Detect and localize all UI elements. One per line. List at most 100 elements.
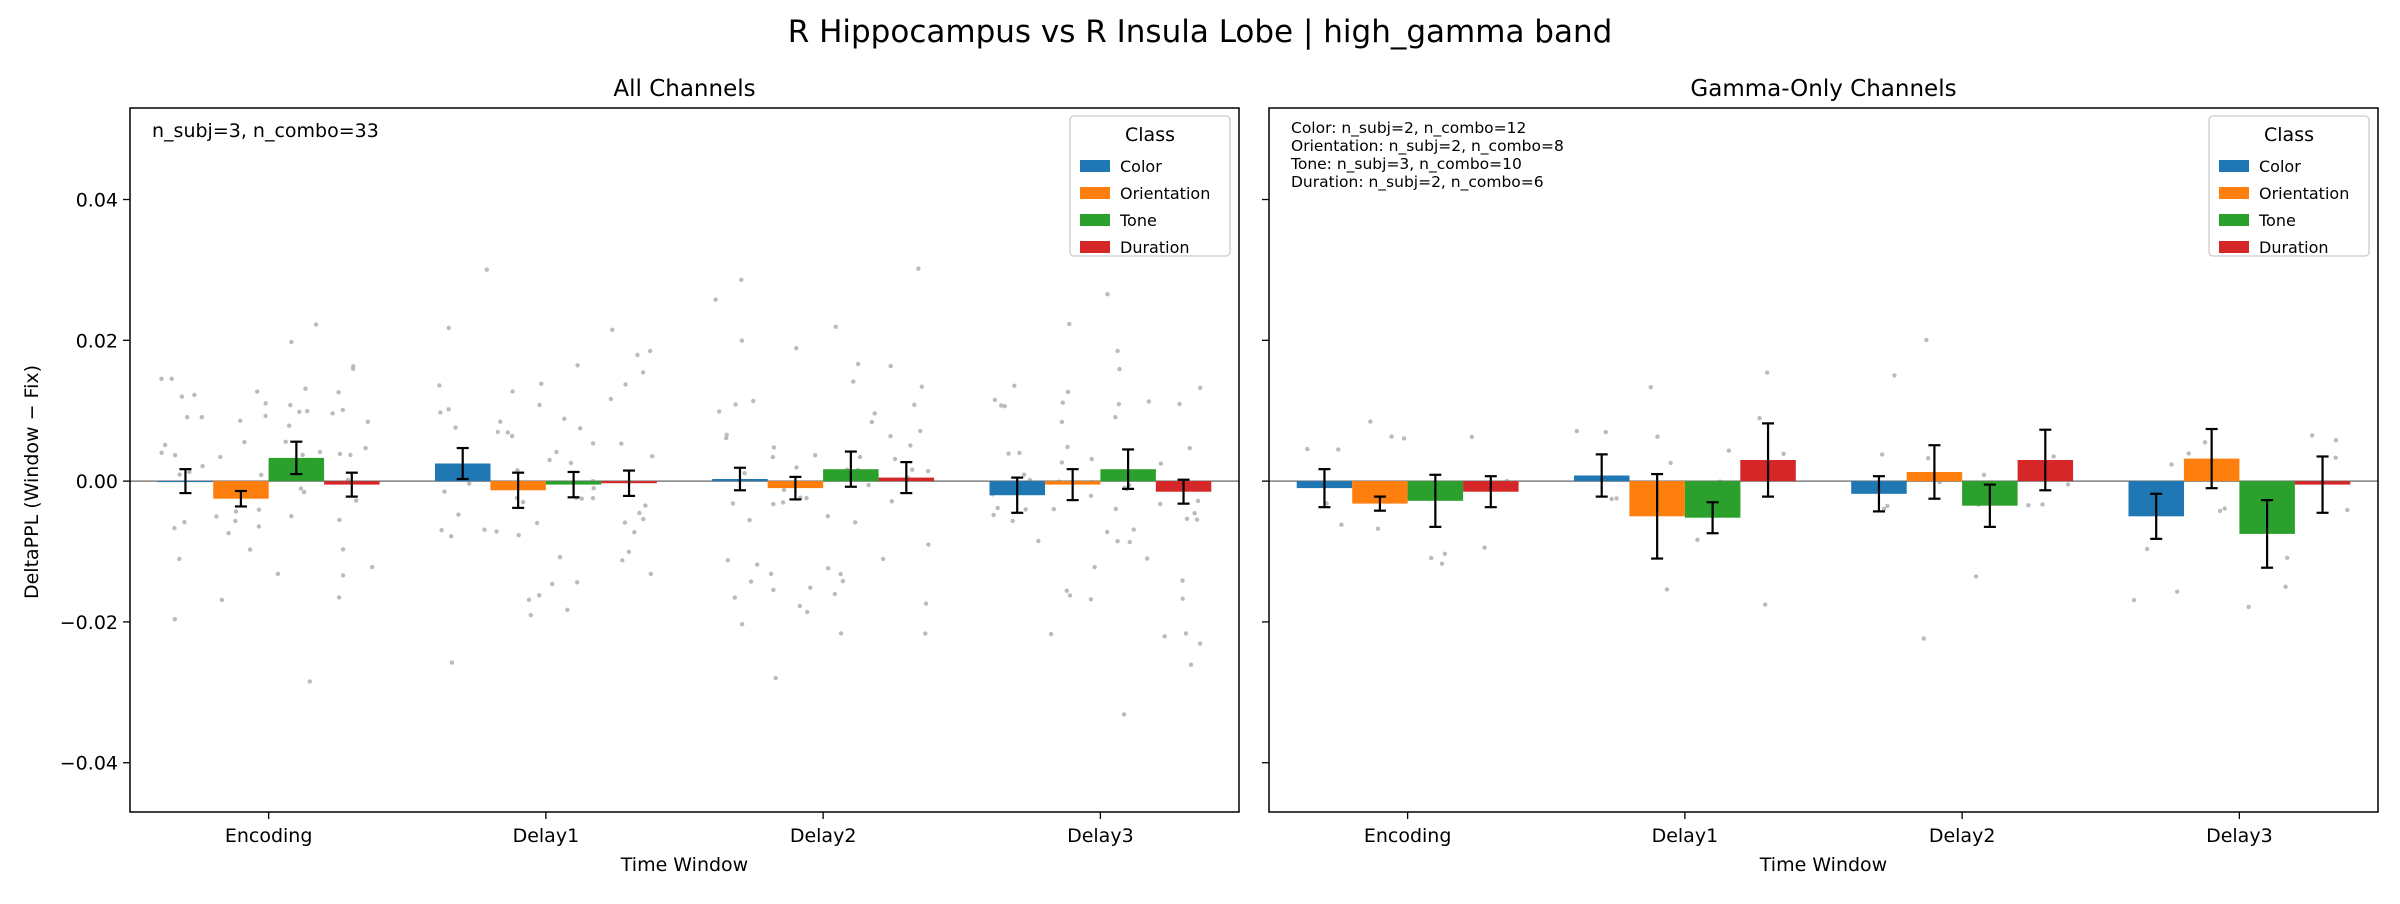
error-bar xyxy=(789,475,802,501)
observation-point xyxy=(1010,518,1015,524)
observation-point xyxy=(363,445,368,451)
error-bar xyxy=(733,466,746,492)
observation-point xyxy=(1187,445,1192,451)
error-bar xyxy=(2039,428,2052,492)
observation-point xyxy=(1116,402,1122,407)
observation-point xyxy=(1158,501,1163,507)
observation-point xyxy=(1059,419,1065,425)
observation-point xyxy=(1469,434,1475,440)
observation-point xyxy=(336,390,341,395)
annotation-text: Orientation: n_subj=2, n_combo=8 xyxy=(1291,137,1564,156)
observation-point xyxy=(1089,456,1094,462)
observation-point xyxy=(1105,292,1110,297)
observation-point xyxy=(177,472,182,477)
observation-point xyxy=(771,501,776,507)
observation-point xyxy=(1048,631,1054,637)
error-bar xyxy=(1651,472,1664,560)
observation-point xyxy=(568,460,574,466)
observation-point xyxy=(1121,712,1127,717)
legend-label: Duration xyxy=(2259,238,2329,257)
error-bar xyxy=(179,468,192,495)
x-tick-label: Delay1 xyxy=(513,825,580,847)
observation-point xyxy=(925,468,931,474)
observation-point xyxy=(1885,503,1890,509)
observation-point xyxy=(1614,496,1619,501)
observation-point xyxy=(1067,321,1072,327)
observation-point xyxy=(449,660,455,665)
observation-point xyxy=(732,595,737,600)
observation-point xyxy=(554,449,559,455)
observation-point xyxy=(1926,456,1931,461)
observation-point xyxy=(748,579,754,584)
panel-all-channels: −0.04 −0.02 0.00 0.02 0.04 Encoding Delay1 Dela… xyxy=(60,76,1240,876)
observation-point xyxy=(1924,337,1929,343)
observation-point xyxy=(534,520,540,526)
legend-label: Color xyxy=(1120,157,1162,176)
y-tick-label: −0.04 xyxy=(60,753,118,775)
observation-point xyxy=(2065,482,2071,487)
observation-point xyxy=(926,542,931,547)
observation-point xyxy=(337,517,342,523)
axes-frame xyxy=(1268,107,2379,813)
observation-point xyxy=(557,554,563,560)
observation-point xyxy=(805,609,810,615)
x-tick-label: Delay2 xyxy=(1929,825,1996,847)
observation-point xyxy=(169,376,174,381)
observation-point xyxy=(1921,636,1927,641)
observation-point xyxy=(1064,588,1070,593)
observation-point xyxy=(640,370,646,375)
observation-point xyxy=(857,454,863,460)
observation-point xyxy=(453,425,458,430)
y-tick-label: 0.02 xyxy=(76,330,118,352)
observation-point xyxy=(1092,565,1097,570)
observation-point xyxy=(1482,545,1487,550)
observation-point xyxy=(992,397,998,403)
observation-point xyxy=(1726,448,1732,453)
observation-point xyxy=(623,382,628,387)
observation-point xyxy=(1305,446,1310,452)
observation-point xyxy=(2246,604,2251,610)
observation-point xyxy=(498,419,503,424)
observation-point xyxy=(840,578,846,584)
x-tick-label: Encoding xyxy=(1364,825,1452,847)
observation-point xyxy=(456,512,461,517)
annotation-text: Duration: n_subj=2, n_combo=6 xyxy=(1291,173,1544,192)
observation-point xyxy=(307,679,312,684)
observation-point xyxy=(505,430,510,435)
observation-point xyxy=(918,428,923,434)
error-bar xyxy=(1872,475,1885,513)
legend-swatch-tone xyxy=(2219,214,2249,226)
observation-point xyxy=(300,452,305,458)
observation-point xyxy=(1002,404,1007,409)
observation-point xyxy=(330,411,335,416)
error-bar xyxy=(844,450,857,488)
legend-swatch-color xyxy=(2219,160,2249,172)
observation-point xyxy=(255,389,260,394)
observation-point xyxy=(1006,451,1011,456)
observation-point xyxy=(851,379,856,384)
observation-point xyxy=(2144,546,2150,552)
legend-swatch-orientation xyxy=(1080,187,1110,199)
observation-point xyxy=(242,439,247,445)
panel-gamma-only-channels: Encoding Delay1 Delay2 Delay3 Gamma-Only Cha… xyxy=(1262,76,2379,876)
observation-point xyxy=(1368,419,1373,424)
observation-point xyxy=(256,524,262,529)
observation-point xyxy=(1065,389,1071,395)
error-bar xyxy=(1011,476,1024,514)
observation-point xyxy=(520,499,526,505)
observation-point xyxy=(713,297,718,302)
error-bar xyxy=(1595,453,1608,498)
legend-label: Orientation xyxy=(1120,184,1210,203)
observation-point xyxy=(200,464,205,469)
x-axis-label: Time Window xyxy=(620,854,748,876)
observation-point xyxy=(1668,460,1673,466)
observation-point xyxy=(1879,452,1885,457)
observation-point xyxy=(739,277,744,282)
error-bar xyxy=(2316,455,2329,514)
observation-point xyxy=(808,585,813,590)
observation-point xyxy=(467,481,472,486)
observation-point xyxy=(1429,555,1434,561)
observation-point xyxy=(1198,385,1203,390)
observation-point xyxy=(1177,401,1182,407)
observation-point xyxy=(446,407,451,412)
